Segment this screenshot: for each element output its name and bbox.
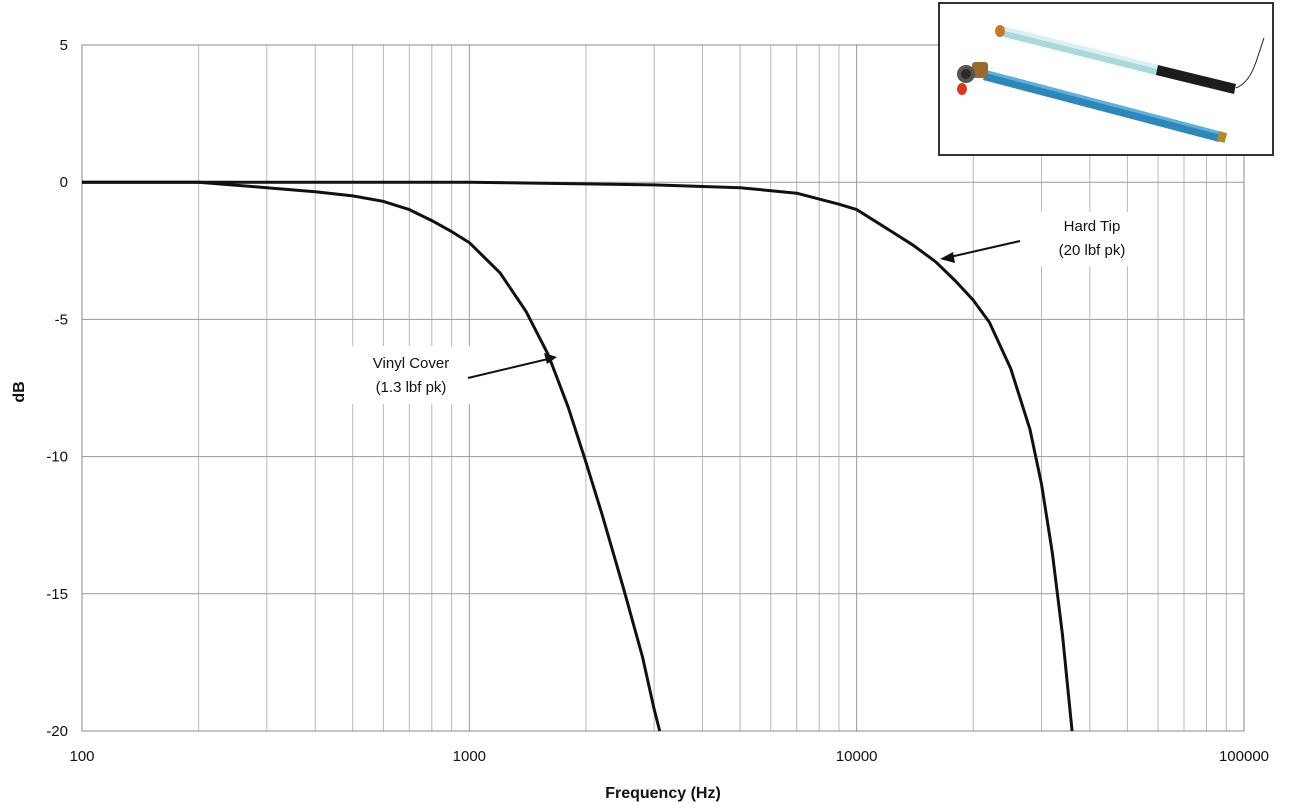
x-tick-label: 100: [69, 748, 94, 765]
series-line-hard-tip: [82, 180, 1074, 732]
annotation-hardtip-arrow: [949, 240, 1021, 258]
annotation-hardtip-bg: [1032, 212, 1150, 266]
annotation-vinyl-bg: [352, 346, 470, 404]
annotation-hardtip-arrowhead: [940, 252, 955, 263]
series-lines: [82, 180, 1074, 732]
y-tick-label: -10: [46, 449, 68, 466]
annotation-vinyl-line1: Vinyl Cover: [373, 355, 449, 372]
x-tick-label: 100000: [1219, 748, 1269, 765]
annotation-hardtip-line1: Hard Tip: [1064, 218, 1121, 235]
x-tick-label: 10000: [836, 748, 878, 765]
inset-photo: [938, 2, 1274, 156]
annotation-hardtip-line2: (20 lbf pk): [1059, 242, 1126, 259]
series-line-vinyl-cover: [82, 180, 662, 732]
x-axis-title: Frequency (Hz): [605, 785, 721, 802]
y-tick-label: 0: [60, 174, 68, 191]
hammer-light-blue-icon: [995, 25, 1265, 94]
tick-labels: 100 1000 10000 100000 5 0 -5 -10 -15 -20: [46, 37, 1269, 765]
plot-border: [81, 44, 1245, 732]
y-tick-label: -20: [46, 723, 68, 740]
annotation-vinyl-arrow: [467, 358, 549, 379]
hammer-blue-icon: [957, 62, 1228, 143]
x-tick-label: 1000: [453, 748, 486, 765]
plot-area: [82, 45, 1244, 731]
y-tick-label: -15: [46, 586, 68, 603]
annotation-vinyl-arrowhead: [544, 353, 557, 364]
annotation-vinyl-line2: (1.3 lbf pk): [376, 379, 447, 396]
y-tick-label: -5: [55, 311, 68, 328]
y-tick-label: 5: [60, 37, 68, 54]
y-axis-title: dB: [11, 381, 28, 402]
